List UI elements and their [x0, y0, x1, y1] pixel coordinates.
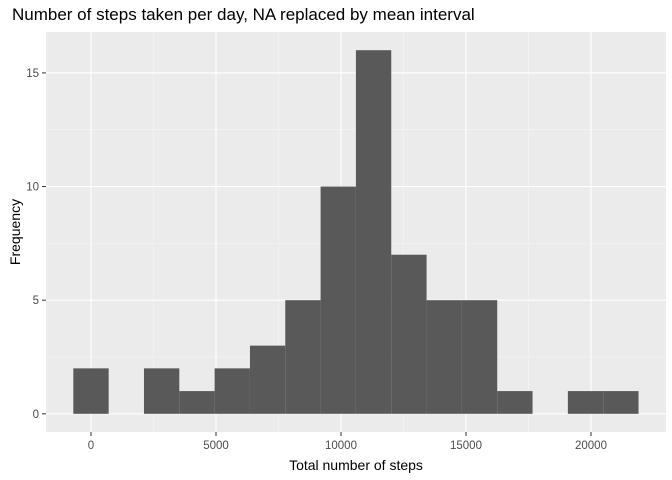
histogram-bar	[179, 391, 215, 414]
y-tick-label: 10	[26, 182, 39, 194]
x-axis-title: Total number of steps	[289, 457, 423, 473]
y-axis-title: Frequency	[7, 199, 23, 265]
histogram-bar	[73, 368, 109, 414]
y-tick-label: 0	[33, 409, 39, 421]
histogram-bar	[391, 254, 427, 414]
x-axis: 0 5000 10000 15000 20000	[88, 432, 607, 452]
histogram-bar	[567, 391, 604, 414]
histogram-bar	[426, 300, 462, 414]
histogram-bar	[603, 391, 639, 414]
histogram-bar	[320, 186, 356, 414]
histogram-bar	[249, 345, 286, 414]
x-tick-label: 5000	[203, 440, 229, 452]
histogram-bars	[73, 50, 639, 414]
x-tick-label: 0	[88, 440, 94, 452]
histogram-bar	[355, 50, 392, 414]
x-tick-label: 20000	[575, 440, 607, 452]
histogram-bar	[214, 368, 250, 414]
x-tick-label: 10000	[325, 440, 357, 452]
y-tick-label: 15	[26, 68, 39, 80]
y-axis: 0 5 10 15	[26, 68, 46, 421]
histogram-bar	[143, 368, 180, 414]
histogram-bar	[461, 300, 498, 414]
chart-title: Number of steps taken per day, NA replac…	[12, 5, 475, 24]
y-tick-label: 5	[33, 295, 39, 307]
histogram-bar	[497, 391, 533, 414]
x-tick-label: 15000	[450, 440, 482, 452]
histogram-bar	[285, 300, 321, 414]
